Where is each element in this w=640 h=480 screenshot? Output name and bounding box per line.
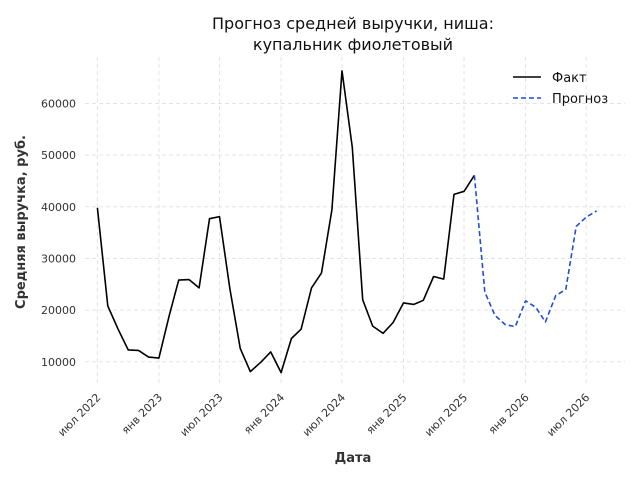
- y-tick-label: 20000: [41, 304, 76, 317]
- x-tick-label: янв 2024: [241, 391, 287, 437]
- x-tick-label: янв 2023: [119, 391, 165, 437]
- x-tick-label: июл 2026: [544, 391, 592, 439]
- x-tick-label: янв 2025: [364, 391, 410, 437]
- grid: [85, 57, 625, 385]
- x-axis-label: Дата: [335, 451, 372, 466]
- x-tick-labels: июл 2022 янв 2023 июл 2023 янв 2024 июл 2024…: [55, 391, 592, 439]
- x-tick-label: июл 2024: [300, 391, 348, 439]
- y-tick-label: 60000: [41, 97, 76, 110]
- y-tick-label: 10000: [41, 356, 76, 369]
- legend: Факт Прогноз: [513, 71, 608, 107]
- y-tick-label: 30000: [41, 252, 76, 265]
- y-axis-label: Средняя выручка, руб.: [14, 135, 29, 309]
- chart-title-line-2: купальник фиолетовый: [253, 35, 453, 54]
- chart-title-line-1: Прогноз средней выручки, ниша:: [212, 14, 494, 33]
- x-tick-label: янв 2026: [486, 391, 532, 437]
- x-tick-label: июл 2025: [422, 391, 470, 439]
- y-tick-label: 50000: [41, 149, 76, 162]
- x-tick-label: июл 2022: [55, 391, 103, 439]
- series-lines: [96, 70, 598, 374]
- y-tick-label: 40000: [41, 201, 76, 214]
- legend-label-fact: Факт: [552, 71, 587, 86]
- y-tick-labels: 10000 20000 30000 40000 50000 60000: [41, 97, 76, 368]
- series-line-fact: [96, 70, 476, 374]
- legend-label-forecast: Прогноз: [552, 92, 608, 107]
- series-line-forecast: [473, 175, 598, 328]
- x-tick-label: июл 2023: [178, 391, 226, 439]
